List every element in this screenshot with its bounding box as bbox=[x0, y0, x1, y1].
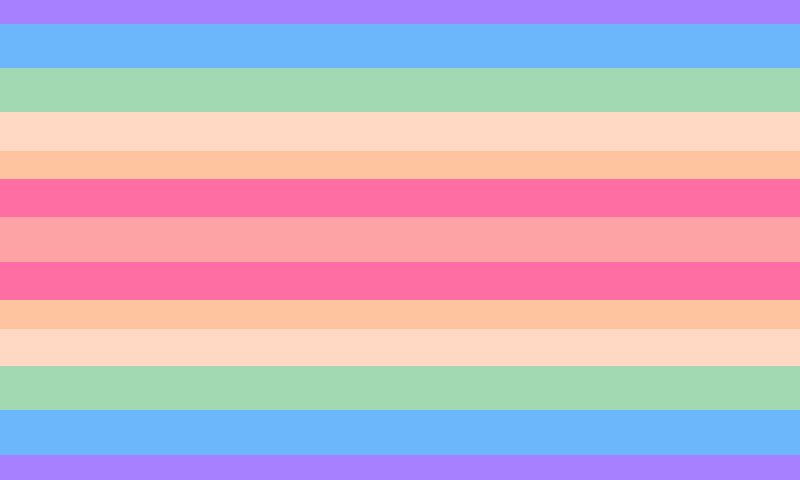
stripe-salmon-center bbox=[0, 217, 800, 262]
stripe-green-top bbox=[0, 68, 800, 112]
stripe-pink-top bbox=[0, 179, 800, 217]
stripe-peach-top bbox=[0, 151, 800, 179]
stripe-purple-top bbox=[0, 0, 800, 24]
stripe-blue-bottom bbox=[0, 410, 800, 455]
stripe-green-bottom bbox=[0, 366, 800, 410]
stripe-light-peach-bottom bbox=[0, 329, 800, 366]
stripe-light-peach-top bbox=[0, 112, 800, 151]
stripe-pink-bottom bbox=[0, 262, 800, 300]
stripe-blue-top bbox=[0, 24, 800, 68]
stripe-purple-bottom bbox=[0, 455, 800, 480]
stripe-peach-bottom bbox=[0, 300, 800, 329]
